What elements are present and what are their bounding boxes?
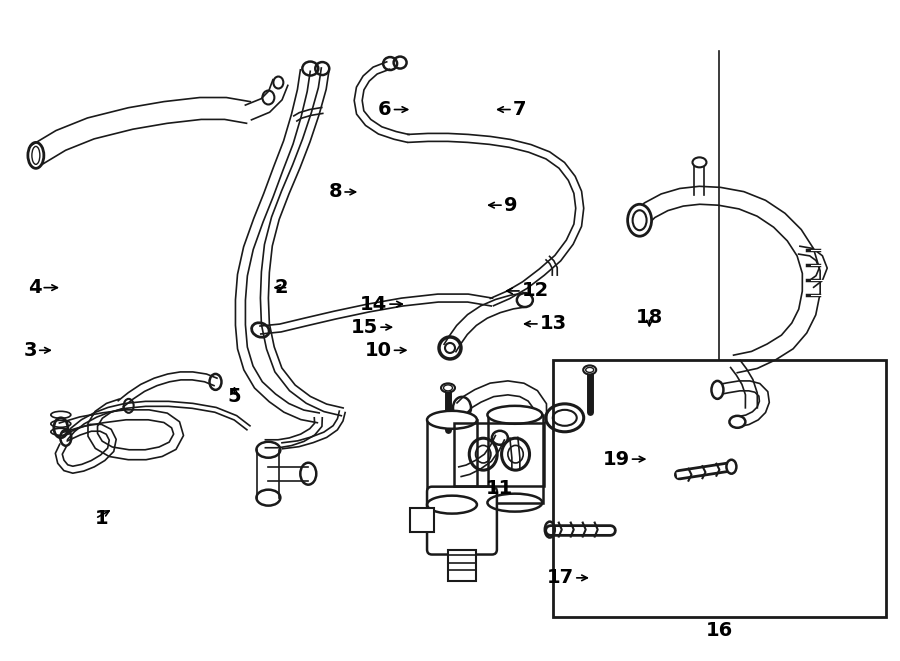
Polygon shape [282, 411, 345, 449]
Ellipse shape [627, 204, 652, 236]
Polygon shape [236, 70, 320, 423]
Polygon shape [408, 134, 584, 306]
Polygon shape [293, 108, 323, 121]
Bar [554, 360, 886, 617]
Text: 11: 11 [486, 479, 513, 498]
Text: 14: 14 [360, 295, 387, 313]
Ellipse shape [729, 416, 745, 428]
Ellipse shape [488, 406, 543, 424]
Polygon shape [260, 68, 343, 416]
Polygon shape [355, 62, 409, 142]
Polygon shape [459, 436, 504, 477]
Polygon shape [731, 360, 758, 408]
Text: 18: 18 [635, 308, 663, 327]
Text: 1: 1 [95, 509, 109, 528]
Polygon shape [118, 372, 217, 407]
Text: 2: 2 [274, 278, 288, 297]
Polygon shape [695, 163, 705, 195]
Text: 8: 8 [328, 182, 342, 202]
Polygon shape [257, 449, 279, 498]
Text: 5: 5 [228, 387, 241, 406]
Text: 15: 15 [351, 318, 378, 336]
Polygon shape [64, 401, 250, 440]
Bar [488, 415, 543, 502]
Polygon shape [798, 247, 827, 288]
Polygon shape [444, 293, 526, 352]
Text: 3: 3 [23, 341, 37, 360]
Text: 6: 6 [378, 100, 392, 119]
FancyBboxPatch shape [427, 486, 497, 555]
Bar [454, 423, 544, 486]
Polygon shape [56, 424, 116, 473]
Polygon shape [266, 418, 322, 447]
Ellipse shape [726, 460, 736, 474]
Text: 10: 10 [364, 341, 392, 360]
Polygon shape [716, 381, 770, 427]
Ellipse shape [711, 381, 724, 399]
Polygon shape [510, 438, 520, 468]
Bar [448, 549, 476, 582]
Text: 9: 9 [504, 196, 518, 215]
Bar [410, 508, 434, 531]
Polygon shape [634, 186, 820, 373]
Text: 17: 17 [547, 568, 574, 588]
Polygon shape [260, 294, 492, 334]
Ellipse shape [583, 366, 596, 374]
Polygon shape [31, 98, 250, 165]
Polygon shape [59, 399, 184, 459]
Text: 12: 12 [522, 282, 549, 300]
Polygon shape [268, 467, 309, 481]
Text: 4: 4 [28, 278, 41, 297]
Polygon shape [457, 381, 546, 445]
Ellipse shape [427, 411, 477, 429]
Text: 13: 13 [540, 315, 567, 333]
Polygon shape [546, 256, 557, 275]
Polygon shape [246, 80, 288, 120]
Ellipse shape [692, 157, 706, 167]
Text: 7: 7 [513, 100, 526, 119]
Bar [427, 420, 477, 504]
Text: 16: 16 [706, 621, 734, 640]
Text: 19: 19 [602, 449, 630, 469]
Ellipse shape [441, 383, 455, 393]
